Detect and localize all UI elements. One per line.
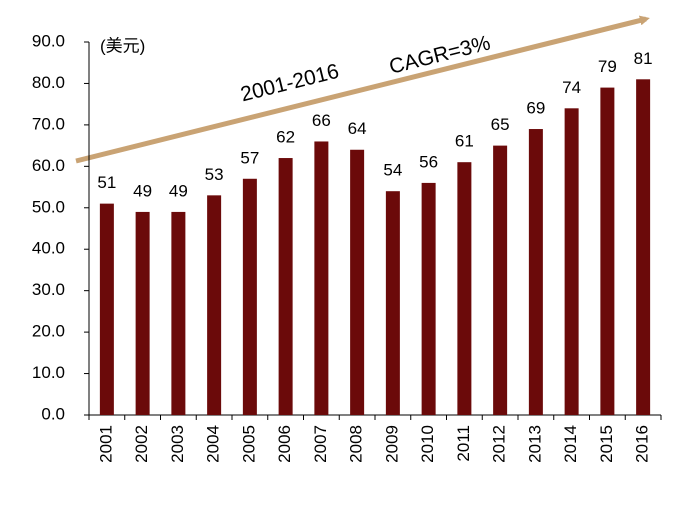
x-tick-label: 2016 <box>633 425 652 463</box>
bar <box>99 203 114 415</box>
bar <box>457 162 472 415</box>
x-tick-label: 2014 <box>561 425 580 463</box>
x-tick-label: 2009 <box>382 425 401 463</box>
bar <box>385 191 400 415</box>
x-tick-label: 2008 <box>347 425 366 463</box>
bar <box>350 149 365 415</box>
value-label: 61 <box>455 132 474 151</box>
bar <box>421 182 436 415</box>
x-tick-label: 2015 <box>597 425 616 463</box>
x-tick-label: 2012 <box>490 425 509 463</box>
trend-arrow <box>75 15 650 164</box>
x-tick-label: 2006 <box>275 425 294 463</box>
bar <box>493 145 508 415</box>
bar <box>636 79 651 416</box>
y-tick-label: 80.0 <box>32 73 65 92</box>
x-tick-label: 2005 <box>239 425 258 463</box>
value-label: 79 <box>598 57 617 76</box>
value-label: 57 <box>240 148 259 167</box>
bar <box>242 178 257 415</box>
y-tick-label: 10.0 <box>32 363 65 382</box>
y-tick-label: 60.0 <box>32 156 65 175</box>
value-label: 69 <box>526 99 545 118</box>
value-label: 65 <box>491 115 510 134</box>
value-label: 74 <box>562 78 581 97</box>
x-tick-label: 2007 <box>311 425 330 463</box>
x-tick-label: 2002 <box>132 425 151 463</box>
x-tick-label: 2003 <box>168 425 187 463</box>
x-tick-label: 2010 <box>418 425 437 463</box>
y-tick-label: 90.0 <box>32 31 65 50</box>
bar <box>564 108 579 416</box>
value-label: 66 <box>312 111 331 130</box>
value-label: 49 <box>169 181 188 200</box>
bar <box>528 129 543 416</box>
unit-label: (美元) <box>100 36 145 55</box>
x-tick-label: 2001 <box>96 425 115 463</box>
y-tick-label: 50.0 <box>32 197 65 216</box>
value-label: 51 <box>97 173 116 192</box>
value-label: 53 <box>205 165 224 184</box>
bar <box>314 141 329 415</box>
value-label: 64 <box>348 119 367 138</box>
value-label: 49 <box>133 181 152 200</box>
y-tick-label: 0.0 <box>41 404 65 423</box>
bar <box>278 158 293 416</box>
value-label: 81 <box>634 49 653 68</box>
value-label: 62 <box>276 128 295 147</box>
y-tick-label: 70.0 <box>32 114 65 133</box>
x-tick-label: 2013 <box>525 425 544 463</box>
bar <box>207 195 222 415</box>
x-tick-label: 2011 <box>454 425 473 462</box>
y-tick-label: 30.0 <box>32 280 65 299</box>
y-tick-label: 40.0 <box>32 239 65 258</box>
bar <box>600 87 615 415</box>
x-tick-label: 2004 <box>204 425 223 463</box>
value-label: 56 <box>419 152 438 171</box>
bar <box>171 211 186 415</box>
value-label: 54 <box>383 161 402 180</box>
y-tick-label: 20.0 <box>32 322 65 341</box>
bar <box>135 211 150 415</box>
